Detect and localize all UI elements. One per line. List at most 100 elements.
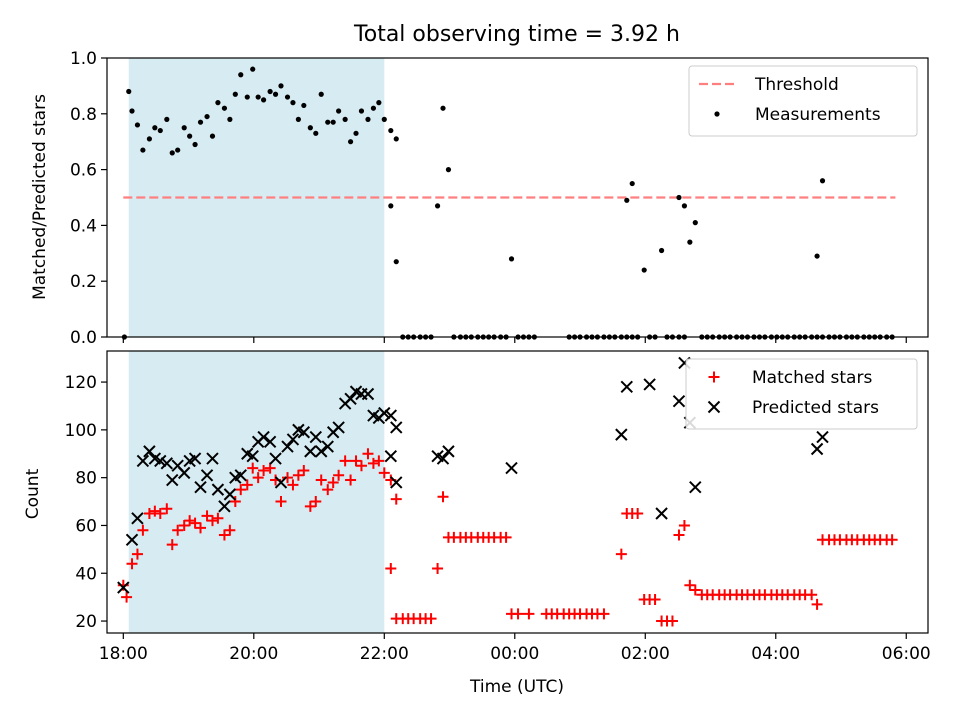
data-point (229, 496, 241, 508)
data-point (286, 433, 300, 446)
data-point (211, 483, 225, 496)
data-point (655, 507, 668, 520)
data-point (184, 515, 196, 527)
bottom-x-tick-label: 02:00 (621, 644, 670, 664)
data-point (355, 460, 367, 472)
data-point (322, 484, 334, 496)
data-point (304, 500, 316, 512)
data-point (508, 256, 515, 262)
data-point (267, 88, 273, 95)
data-point (204, 113, 210, 120)
data-point (376, 100, 382, 106)
data-point (121, 591, 133, 603)
data-point (160, 457, 174, 470)
data-point (336, 108, 342, 114)
data-point (269, 452, 282, 465)
data-point (281, 440, 294, 453)
data-point (347, 139, 354, 145)
data-point (117, 581, 130, 594)
data-point (137, 524, 149, 536)
data-point (301, 102, 307, 109)
data-point (212, 512, 224, 524)
data-point (523, 608, 535, 620)
data-point (432, 562, 444, 574)
data-point (684, 579, 696, 591)
data-point (218, 529, 230, 541)
data-point (223, 488, 237, 501)
data-point (442, 445, 455, 458)
data-point (615, 428, 628, 441)
data-point (215, 100, 221, 106)
data-point (886, 534, 898, 546)
data-point (632, 508, 644, 520)
bottom-series-matched-stars (117, 448, 898, 627)
data-point (350, 455, 362, 467)
bottom-x-tick-label: 00:00 (490, 644, 539, 664)
data-point (252, 472, 264, 484)
data-point (358, 108, 365, 114)
top-legend-box (688, 65, 918, 137)
data-point (131, 512, 144, 525)
data-point (221, 105, 228, 111)
data-point (598, 608, 610, 620)
data-point (260, 97, 267, 103)
data-point (146, 136, 153, 142)
data-point (385, 562, 397, 574)
data-point (393, 259, 399, 265)
data-point (373, 455, 385, 467)
bottom-y-tick-label: 40 (75, 564, 97, 584)
data-point (192, 141, 198, 148)
data-point (624, 197, 630, 203)
legend-plus-marker-icon (708, 371, 720, 383)
data-point (264, 462, 276, 474)
data-point (263, 435, 277, 449)
data-point (313, 130, 319, 136)
data-point (330, 119, 336, 125)
data-point (370, 105, 377, 111)
data-point (819, 178, 826, 184)
data-point (333, 469, 345, 481)
bottom-series-predicted-stars (117, 356, 829, 594)
data-point (126, 558, 138, 570)
bottom-x-tick-label: 04:00 (751, 644, 800, 664)
data-point (687, 239, 693, 245)
data-point (200, 469, 214, 482)
top-legend: Threshold Measurements (688, 65, 918, 137)
bottom-y-tick-label: 80 (75, 469, 97, 489)
data-point (806, 589, 818, 601)
data-point (814, 253, 820, 259)
bottom-y-tick-label: 120 (65, 373, 97, 393)
data-point (131, 548, 143, 560)
data-point (327, 476, 339, 488)
data-point (339, 455, 351, 467)
data-point (676, 194, 682, 201)
data-point (169, 150, 175, 156)
data-point (284, 94, 291, 100)
data-point (125, 533, 139, 547)
data-point (292, 469, 304, 481)
data-point (161, 503, 173, 515)
data-point (274, 476, 288, 489)
data-point (218, 500, 231, 513)
data-point (615, 548, 627, 560)
data-point (811, 598, 823, 610)
data-point (134, 122, 141, 128)
bottom-legend-box (685, 358, 918, 430)
bottom-x-tick-label: 22:00 (360, 644, 409, 664)
top-y-axis-label: Matched/Predicted stars (30, 94, 50, 300)
data-point (816, 430, 829, 444)
data-point (209, 133, 216, 139)
bottom-legend: Matched stars Predicted stars (685, 358, 918, 430)
data-point (689, 481, 702, 494)
data-point (378, 467, 390, 479)
data-point (325, 119, 331, 125)
data-point (681, 203, 688, 209)
bottom-y-tick-label: 60 (75, 516, 97, 536)
top-y-tick-label: 0.8 (70, 105, 97, 125)
data-point (164, 116, 170, 122)
data-point (342, 116, 348, 122)
data-point (206, 452, 219, 465)
x-axis-label: Time (UTC) (469, 677, 564, 697)
data-point (434, 203, 441, 209)
